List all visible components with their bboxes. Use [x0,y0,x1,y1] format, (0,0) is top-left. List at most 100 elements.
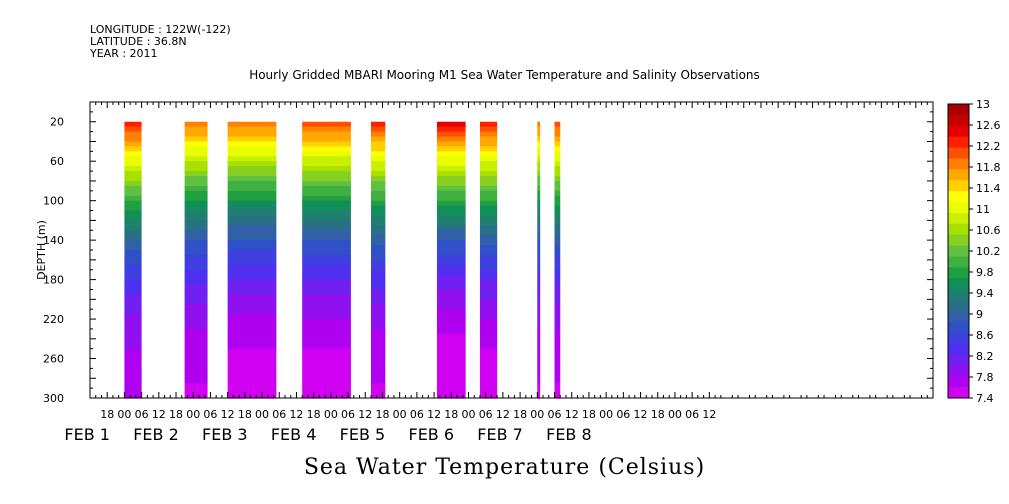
depth-cell [227,264,277,271]
date-label: FEB 1 [64,425,110,444]
depth-cell [184,324,208,330]
depth-cell [537,324,541,330]
depth-cell [227,343,277,350]
depth-cell [124,185,142,192]
depth-cell [554,225,561,231]
depth-cell [302,333,351,340]
depth-cell [227,161,277,167]
depth-cell [371,269,386,276]
depth-cell [436,131,466,138]
depth-cell [124,210,142,217]
depth-cell [124,205,142,212]
y-tick-label: 60 [50,155,64,168]
depth-cell [371,319,386,325]
depth-cell [371,195,386,202]
depth-cell [554,210,561,217]
colorbar-swatch [948,245,969,257]
depth-cell [436,363,466,369]
depth-cell [124,333,142,340]
latitude-label: LATITUDE : 36.8N [90,35,187,48]
depth-cell [371,190,386,197]
data-segment [302,121,351,399]
depth-cell [124,121,142,128]
depth-cell [302,171,351,177]
depth-cell [479,314,498,320]
depth-cell [554,368,561,374]
depth-cell [436,180,466,187]
depth-cell [554,126,561,133]
depth-cell [184,343,208,350]
depth-cell [479,393,498,399]
x-tick-label: 12 [152,408,166,421]
depth-cell [227,289,277,295]
depth-cell [554,353,561,360]
depth-cell [554,259,561,266]
depth-cell [184,220,208,226]
depth-cell [479,343,498,350]
depth-cell [479,333,498,340]
depth-cell [436,190,466,197]
depth-cell [227,299,277,305]
depth-cell [537,373,541,379]
depth-cell [554,195,561,202]
depth-cell [479,358,498,365]
depth-cell [554,328,561,335]
depth-cell [554,279,561,286]
data-segment [537,121,541,399]
depth-cell [436,348,466,355]
depth-cell [554,240,561,246]
depth-cell [371,343,386,350]
x-tick-label: 12 [702,408,716,421]
depth-cell [436,245,466,251]
colorbar-swatch [948,147,969,159]
depth-cell [124,215,142,221]
depth-cell [436,368,466,374]
depth-cell [302,363,351,369]
depth-cell [302,180,351,187]
depth-cell [537,136,541,143]
colorbar-swatch [948,343,969,355]
depth-cell [184,373,208,379]
depth-cell [227,324,277,330]
depth-cell [537,230,541,236]
depth-cell [479,210,498,217]
x-tick-label: 00 [599,408,613,421]
depth-cell [479,176,498,182]
colorbar-swatch [948,300,969,312]
x-tick-label: 18 [513,408,527,421]
depth-cell [479,294,498,300]
depth-cell [184,141,208,147]
depth-cell [479,338,498,345]
x-tick-label: 12 [221,408,235,421]
date-label: FEB 3 [202,425,248,444]
date-label: FEB 5 [340,425,386,444]
colorbar-label: 11.8 [976,161,1001,174]
depth-cell [479,151,498,157]
depth-cell [184,264,208,271]
x-tick-label: 12 [289,408,303,421]
depth-cell [184,245,208,251]
depth-cell [479,195,498,202]
depth-cell [227,338,277,345]
x-tick-label: 00 [117,408,131,421]
depth-cell [537,161,541,167]
depth-cell [302,195,351,202]
depth-cell [554,383,561,389]
depth-cell [479,146,498,152]
depth-cell [302,269,351,276]
depth-cell [227,215,277,221]
depth-cell [554,358,561,365]
depth-cell [479,373,498,379]
depth-cell [302,373,351,379]
depth-cell [554,185,561,192]
depth-cell [124,230,142,236]
colorbar-swatch [948,387,969,399]
depth-cell [479,245,498,251]
depth-cell [479,250,498,256]
depth-cell [124,299,142,305]
depth-cell [537,304,541,310]
depth-cell [227,166,277,172]
depth-cell [227,146,277,152]
depth-cell [436,195,466,202]
depth-cell [371,259,386,266]
